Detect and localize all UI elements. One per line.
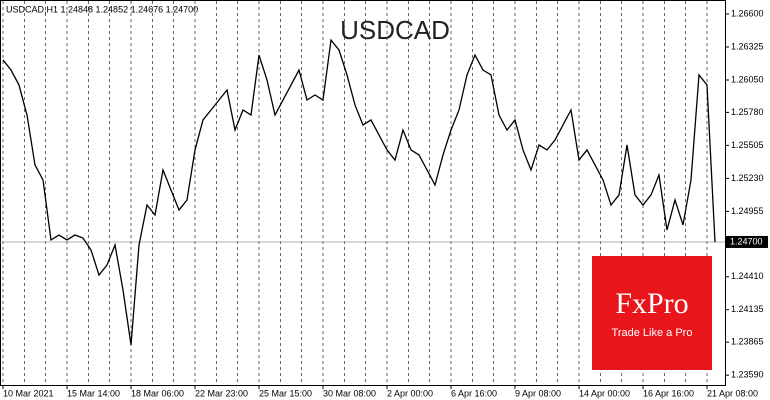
- y-tick-label: 1.26325: [731, 41, 764, 51]
- y-tick-label: 1.24410: [731, 271, 764, 281]
- last-price-box: [726, 235, 768, 248]
- y-tick-label: 1.25780: [731, 107, 764, 117]
- x-tick-label: 14 Apr 00:00: [579, 388, 630, 398]
- x-tick-label: 15 Mar 14:00: [67, 388, 120, 398]
- y-tick-label: 1.25230: [731, 173, 764, 183]
- x-tick-label: 21 Apr 08:00: [707, 388, 758, 398]
- chart-header: USDCAD,H1 1.24848 1.24852 1.24676 1.2470…: [6, 4, 198, 14]
- price-line: [2, 38, 716, 346]
- y-tick-label: 1.25505: [731, 140, 764, 150]
- x-tick-label: 22 Mar 23:00: [195, 388, 248, 398]
- logo-brand: FxPro: [615, 287, 688, 320]
- x-tick-label: 10 Mar 2021: [3, 388, 54, 398]
- chart-title: USDCAD: [340, 15, 450, 45]
- x-tick-label: 2 Apr 00:00: [387, 388, 433, 398]
- y-tick-label: 1.23865: [731, 337, 764, 347]
- grid: [2, 1, 708, 385]
- x-tick-label: 25 Mar 15:00: [259, 388, 312, 398]
- x-tick-label: 16 Apr 16:00: [643, 388, 694, 398]
- last-price-label: 1.24700: [730, 236, 763, 246]
- x-tick-label: 9 Apr 08:00: [515, 388, 561, 398]
- x-tick-label: 6 Apr 16:00: [451, 388, 497, 398]
- x-tick-label: 30 Mar 08:00: [323, 388, 376, 398]
- y-tick-label: 1.26050: [731, 74, 764, 84]
- y-tick-label: 1.26600: [731, 8, 764, 18]
- x-tick-label: 18 Mar 06:00: [131, 388, 184, 398]
- y-tick-label: 1.23590: [731, 370, 764, 380]
- logo-slogan: Trade Like a Pro: [612, 327, 693, 339]
- y-tick-label: 1.24955: [731, 206, 764, 216]
- y-tick-label: 1.24135: [731, 304, 764, 314]
- logo-box: [592, 256, 712, 370]
